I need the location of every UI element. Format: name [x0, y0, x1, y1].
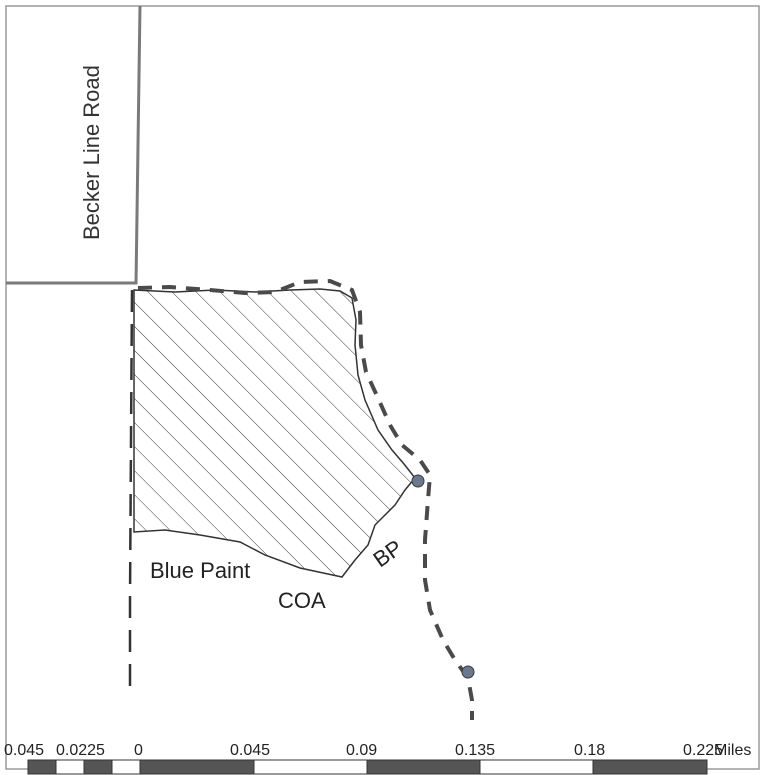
coa-hatched-area: [133, 288, 416, 578]
scale-segment: [592, 759, 708, 775]
scale-tick-label: 0: [134, 742, 143, 759]
scale-tick-label: 0.045: [4, 742, 44, 759]
scale-segment: [111, 759, 141, 775]
road-vertical: [134, 5, 142, 285]
road-lines: [6, 5, 142, 285]
dashed-boundary-upper: [137, 278, 474, 720]
road-name-label: Becker Line Road: [79, 65, 104, 240]
scale-tick-label: 0.18: [574, 742, 605, 759]
scale-segment: [366, 759, 481, 775]
scale-segment: [253, 759, 368, 775]
scale-tick-label: 0.045: [230, 742, 270, 759]
bp-label: BP: [369, 535, 407, 572]
coa-label: COA: [278, 588, 326, 613]
scale-segment: [139, 759, 255, 775]
scale-segment: [27, 759, 57, 775]
dashed-boundary-left: [128, 289, 134, 690]
scale-segment: [55, 759, 85, 775]
scale-bar: [27, 759, 708, 775]
map-frame: [5, 5, 760, 770]
scale-segment: [83, 759, 113, 775]
boundary-marker-point: [411, 474, 425, 488]
boundary-marker-point: [461, 665, 475, 679]
scale-segment: [479, 759, 594, 775]
scale-tick-label: 0.135: [455, 742, 495, 759]
scale-tick-label: 0.0225: [56, 742, 105, 759]
scale-unit-label: Miles: [714, 742, 751, 759]
scale-bar-labels: 0.045 0.0225 0 0.045 0.09 0.135 0.18 0.2…: [4, 742, 751, 759]
scale-tick-label: 0.09: [346, 742, 377, 759]
blue-paint-label: Blue Paint: [150, 558, 250, 583]
scale-tick-label: 0.225: [683, 742, 723, 759]
